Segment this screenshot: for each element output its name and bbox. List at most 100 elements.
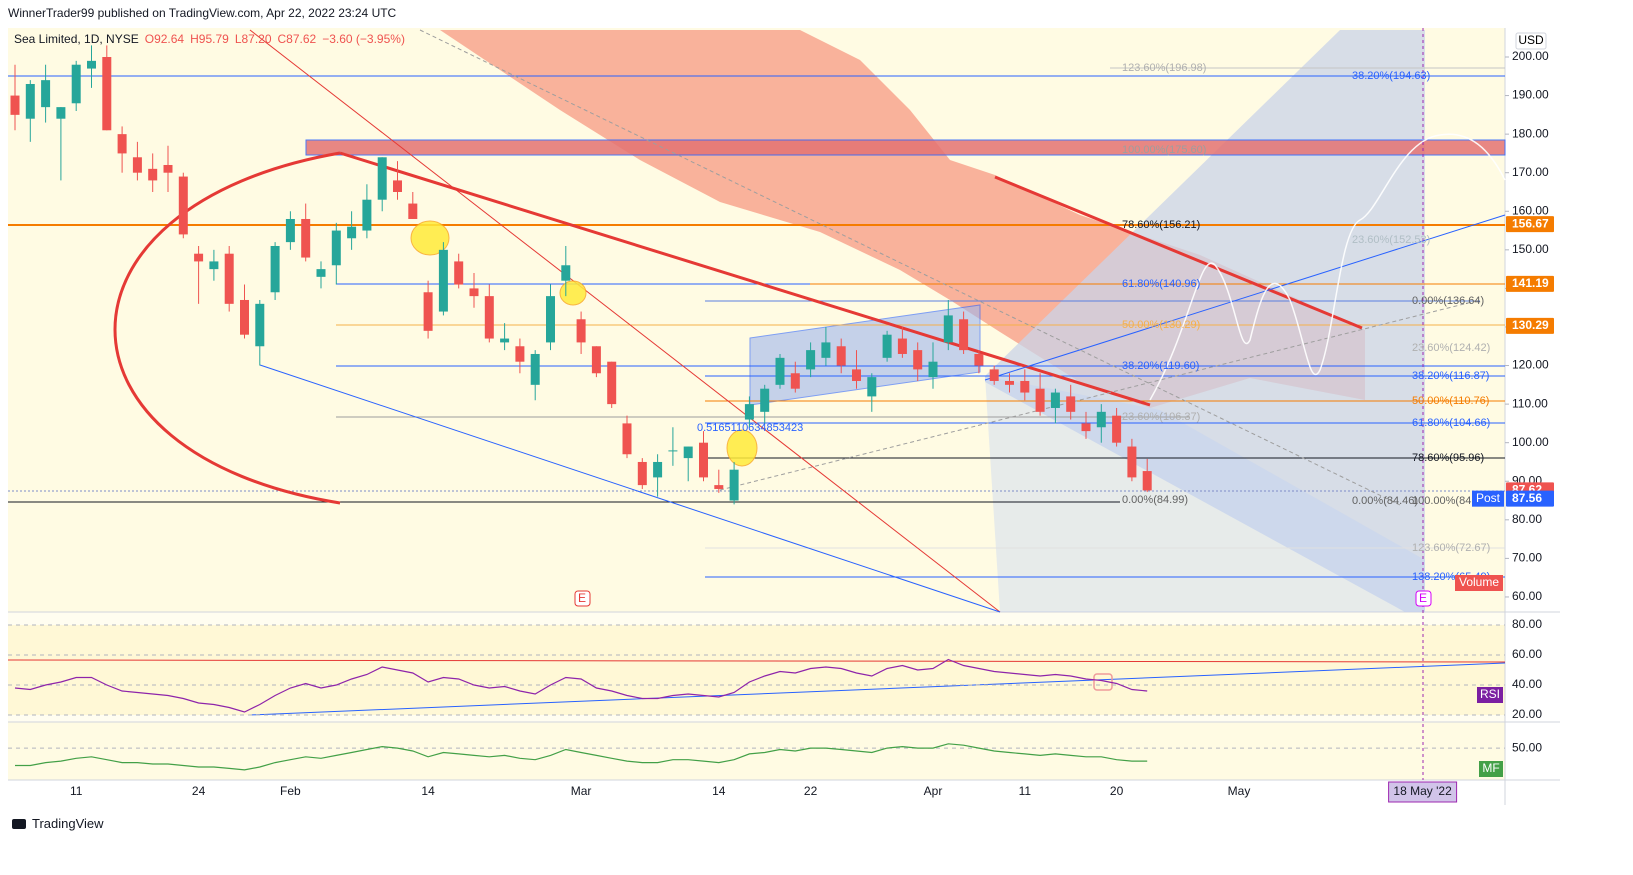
candle-body xyxy=(87,60,96,69)
candle-body xyxy=(760,388,770,412)
candle-body xyxy=(102,56,112,131)
earnings-icon[interactable] xyxy=(1415,590,1432,607)
fib-label: 0.5165110634853423 xyxy=(697,422,803,434)
fib-label: 0.00%(136.64) xyxy=(1412,295,1484,307)
candle-body xyxy=(285,218,295,243)
candle-body xyxy=(683,446,693,459)
candle-body xyxy=(897,338,907,354)
fib-label: 0.00%(84.99) xyxy=(1122,494,1188,506)
price-tag xyxy=(1506,216,1554,233)
candle-body xyxy=(714,485,724,489)
fib-label: 0.00%(84.46) xyxy=(1352,495,1418,507)
legend-value: H95.79 xyxy=(190,32,229,46)
mf-line xyxy=(15,743,1148,771)
candle-body xyxy=(1081,423,1091,432)
x-tick-label: Mar xyxy=(571,784,592,798)
candle-body xyxy=(1127,446,1137,478)
arc xyxy=(113,151,341,505)
earnings-icon[interactable] xyxy=(574,590,591,607)
price-tag xyxy=(1506,490,1554,507)
fib-label: 50.00%(130.29) xyxy=(1122,319,1200,331)
price-tag xyxy=(1506,317,1554,334)
fib-labels: 123.60%(196.98) 38.20%(194.63) 100.00%(1… xyxy=(697,62,1490,583)
logo xyxy=(12,818,26,829)
price-tag-label: 156.67 xyxy=(1512,216,1549,230)
x-tick-label: 14 xyxy=(421,784,435,798)
fib-label: 38.20%(194.63) xyxy=(1352,70,1430,82)
candle-body xyxy=(255,303,265,347)
price-tag xyxy=(1506,275,1554,292)
currency: USD xyxy=(1518,33,1544,47)
candle-body xyxy=(546,296,555,343)
candle-body xyxy=(867,377,877,397)
trend-line xyxy=(259,364,1001,613)
candle-body xyxy=(500,338,510,343)
x-tick-label: 22 xyxy=(804,784,818,798)
highlight xyxy=(726,429,758,467)
candle-body xyxy=(1050,392,1060,408)
y-tick-label: 180.00 xyxy=(1512,126,1549,140)
footer: TradingView xyxy=(12,816,104,831)
candle-body xyxy=(25,83,35,119)
y-tick-label: 110.00 xyxy=(1512,396,1548,410)
candle-body xyxy=(1142,471,1152,491)
candle-body xyxy=(1066,396,1076,412)
x-tick-label: May xyxy=(1228,784,1251,798)
fib-label: 23.60%(106.37) xyxy=(1122,411,1200,423)
x-tick-label: 18 May '22 xyxy=(1393,784,1452,798)
fib-label: 123.60%(196.98) xyxy=(1122,62,1206,74)
trend-line xyxy=(994,175,1363,330)
y-tick-label: 60.00 xyxy=(1512,647,1542,661)
rsi-band xyxy=(8,625,1505,715)
candle-body xyxy=(454,261,464,285)
candle-body xyxy=(347,226,357,239)
candle-body xyxy=(943,315,953,343)
volume-label: Volume xyxy=(1459,575,1499,589)
fib-label: 50.00%(110.76) xyxy=(1412,395,1489,407)
resistance-zone xyxy=(305,139,1506,156)
candle-body xyxy=(852,369,861,381)
y-tick-label: 70.00 xyxy=(1512,551,1542,565)
candle-body xyxy=(1035,388,1045,412)
x-tick-label: 14 xyxy=(712,784,726,798)
post-tag xyxy=(1472,490,1504,507)
y-tick-label: 200.00 xyxy=(1512,49,1549,63)
projection-wedge xyxy=(985,30,1425,612)
y-tick-label: 170.00 xyxy=(1512,165,1549,179)
drawings xyxy=(7,28,1506,780)
candle-body xyxy=(423,292,433,331)
volume-tag xyxy=(1455,575,1503,591)
y-tick-label: 160.00 xyxy=(1512,203,1549,217)
candle-body xyxy=(561,265,571,281)
candle-body xyxy=(56,107,66,119)
y-tick-label: 40.00 xyxy=(1512,677,1542,691)
candle-body xyxy=(438,249,448,312)
rsi-tag xyxy=(1477,687,1503,703)
candle-body xyxy=(515,346,525,362)
candle-body xyxy=(790,373,800,389)
y-tick-label: 20.00 xyxy=(1512,707,1542,721)
price-tag-label: 87.56 xyxy=(1512,491,1542,505)
candle-body xyxy=(316,269,326,277)
brand: TradingView xyxy=(32,816,104,831)
candle-body xyxy=(576,319,586,343)
trend-line xyxy=(339,151,1151,407)
fib-label: 123.60%(72.67) xyxy=(1412,542,1490,554)
mf-pane xyxy=(8,722,1505,780)
x-tick-label: 11 xyxy=(1019,784,1032,798)
candle-body xyxy=(974,353,984,366)
candle-body xyxy=(484,296,494,339)
legend: Sea Limited, 1D, NYSE O92.64 H95.79 L87.… xyxy=(14,32,405,46)
candle-body xyxy=(806,350,816,370)
earnings-label: E xyxy=(1419,591,1427,605)
rsi-trend xyxy=(249,662,1506,716)
candle-body xyxy=(469,288,479,297)
legend-value: O92.64 xyxy=(144,32,185,46)
candle-body xyxy=(530,353,540,385)
candle-body xyxy=(377,157,387,200)
y-tick-label: 60.00 xyxy=(1512,589,1542,603)
candle-body xyxy=(607,361,617,405)
